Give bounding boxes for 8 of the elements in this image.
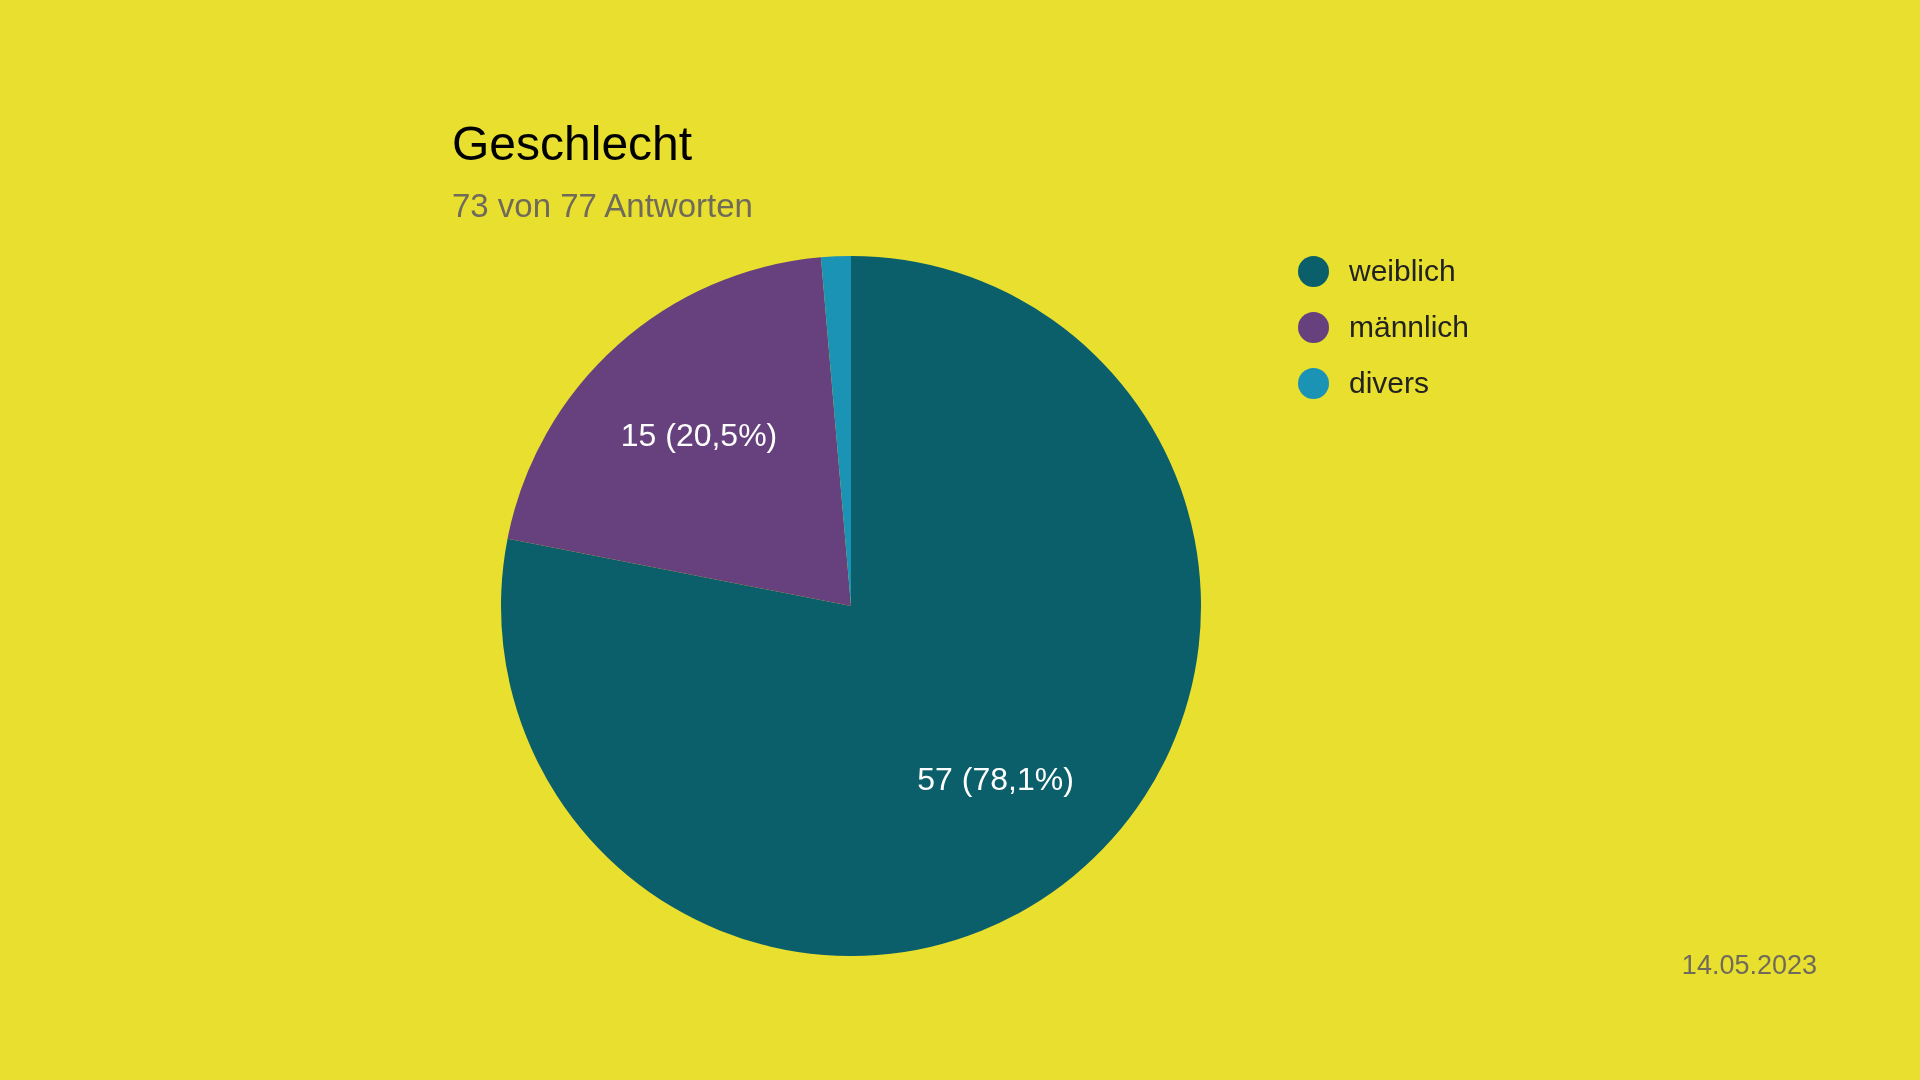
legend-label: weiblich bbox=[1349, 254, 1456, 288]
data-label: 15 (20,5%) bbox=[620, 416, 778, 453]
chart-subtitle: 73 von 77 Antworten bbox=[452, 187, 753, 225]
legend-label: divers bbox=[1349, 366, 1430, 400]
chart-title: Geschlecht bbox=[452, 116, 693, 171]
text: 14.05.2023 bbox=[1681, 950, 1817, 981]
legend-label: männlich bbox=[1349, 310, 1470, 344]
data-label: 57 (78,1%) bbox=[917, 761, 1074, 798]
